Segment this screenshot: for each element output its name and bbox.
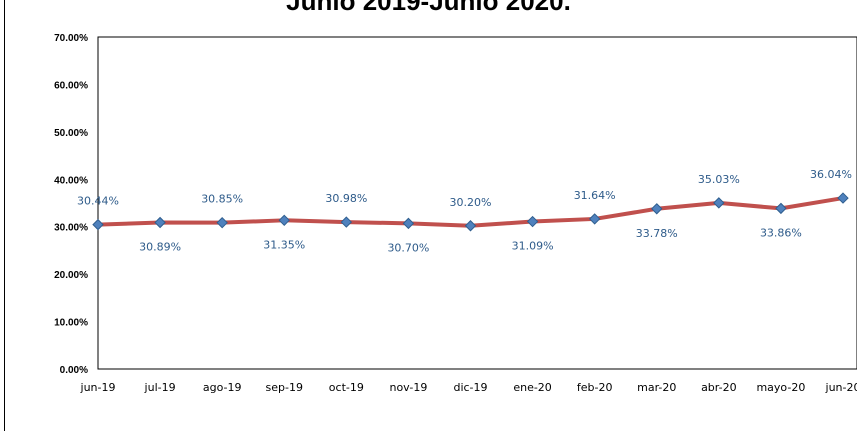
data-point-marker: [588, 213, 601, 225]
data-label: 33.86%: [760, 226, 802, 239]
data-point-marker: [340, 216, 353, 228]
data-point-marker: [464, 220, 477, 232]
x-tick-label: ene-20: [513, 381, 551, 394]
data-point-marker: [837, 192, 849, 204]
data-label: 31.35%: [263, 238, 305, 251]
y-tick-label: 30.00%: [54, 223, 88, 234]
data-point-marker: [92, 218, 104, 231]
data-label: 36.04%: [810, 168, 852, 181]
y-tick-label: 50.00%: [54, 128, 88, 139]
x-tick-label: jun-20: [825, 381, 857, 394]
x-tick-label: feb-20: [577, 381, 613, 394]
x-tick-label: jun-19: [80, 381, 116, 394]
data-point-marker: [775, 202, 787, 215]
y-tick-label: 20.00%: [54, 270, 88, 281]
data-label: 31.09%: [512, 240, 554, 253]
x-tick-label: mar-20: [637, 381, 676, 394]
data-label: 30.20%: [450, 196, 492, 209]
data-label: 30.44%: [77, 195, 119, 208]
x-tick-label: nov-19: [389, 381, 427, 394]
x-tick-label: jul-19: [144, 381, 176, 394]
y-tick-label: 40.00%: [54, 175, 88, 186]
y-tick-label: 60.00%: [54, 80, 88, 91]
data-point-marker: [526, 215, 539, 228]
x-tick-label: ago-19: [203, 381, 242, 394]
x-tick-label: abr-20: [701, 381, 737, 394]
x-tick-label: oct-19: [329, 381, 364, 394]
plot-area-border: [97, 36, 857, 370]
chart-frame-left-border: [4, 0, 5, 431]
data-label: 30.85%: [201, 193, 243, 206]
data-point-marker: [713, 197, 725, 209]
data-label: 33.78%: [636, 227, 678, 240]
chart-title: Junio 2019-Junio 2020.: [286, 0, 571, 16]
x-tick-label: sep-19: [266, 381, 303, 394]
x-tick-label: mayo-20: [756, 381, 805, 394]
x-tick-label: dic-19: [453, 381, 487, 394]
data-point-marker: [651, 203, 663, 215]
data-point-marker: [278, 214, 290, 227]
data-label: 30.89%: [139, 240, 181, 253]
y-tick-label: 10.00%: [54, 318, 88, 329]
y-tick-label: 0.00%: [60, 365, 88, 376]
data-label: 30.70%: [387, 241, 429, 254]
data-point-marker: [216, 216, 228, 229]
data-label: 30.98%: [325, 192, 367, 205]
data-label: 35.03%: [698, 173, 740, 186]
data-label: 31.64%: [574, 189, 616, 202]
data-point-marker: [154, 216, 166, 229]
data-point-marker: [402, 217, 415, 230]
y-tick-label: 70.00%: [54, 33, 88, 44]
